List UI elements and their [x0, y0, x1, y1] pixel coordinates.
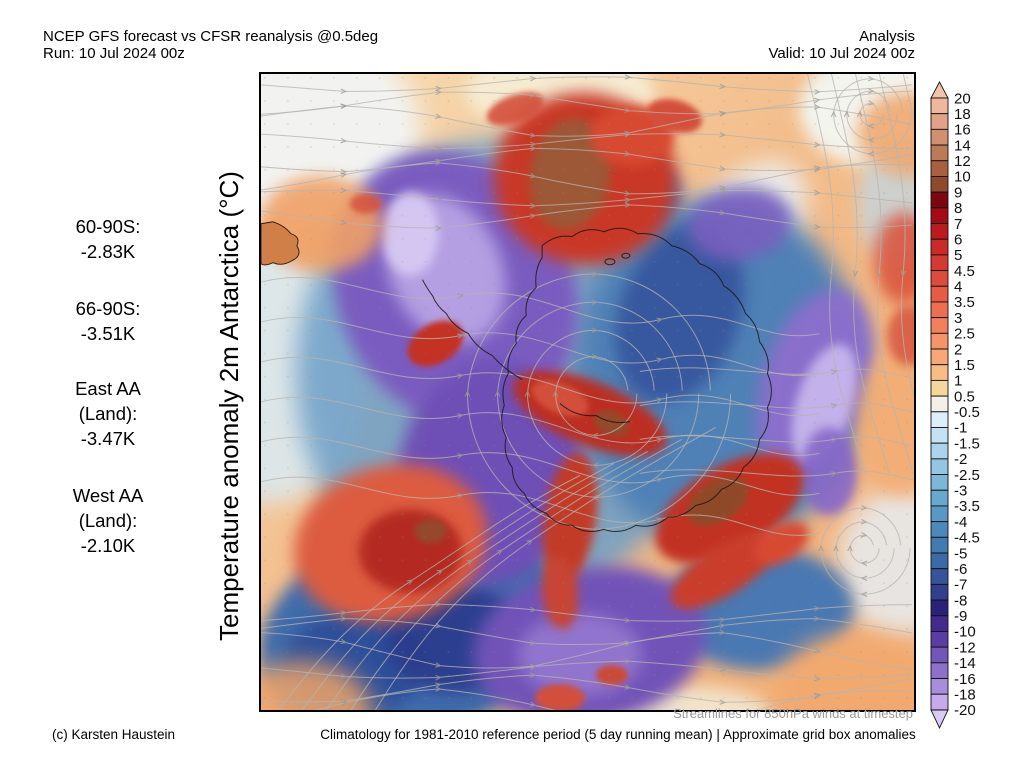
colorbar-bottom-arrow	[930, 709, 949, 730]
colorbar-tick-labels: 201816141210987654.543.532.521.510.5-0.5…	[954, 90, 980, 719]
inner-coast-detail	[559, 403, 630, 424]
svg-text:8: 8	[954, 200, 962, 217]
valid-header: Analysis Valid: 10 Jul 2024 00z	[769, 28, 916, 62]
svg-text:-7: -7	[954, 577, 967, 594]
svg-text:-5: -5	[954, 545, 967, 562]
svg-text:7: 7	[954, 216, 962, 233]
island-outline	[604, 258, 616, 266]
svg-text:4: 4	[954, 279, 962, 296]
svg-text:6: 6	[954, 231, 962, 248]
svg-text:-10: -10	[954, 624, 976, 641]
svg-text:-2.5: -2.5	[954, 467, 980, 484]
analysis-label: Analysis	[859, 28, 915, 45]
svg-text:3: 3	[954, 310, 962, 327]
stat-label: (Land):	[78, 510, 138, 531]
svg-text:18: 18	[954, 106, 971, 123]
stat-label: (Land):	[78, 403, 138, 424]
svg-text:-4: -4	[954, 514, 967, 531]
stat-label: West AA	[72, 485, 144, 506]
svg-text:3.5: 3.5	[954, 294, 975, 311]
colorbar-svg: 201816141210987654.543.532.521.510.5-0.5…	[930, 81, 980, 730]
svg-text:-1: -1	[954, 420, 967, 437]
climatology-note: Climatology for 1981-2010 reference peri…	[320, 727, 916, 742]
credit: (c) Karsten Haustein	[52, 727, 176, 742]
axis-label: Temperature anomaly 2m Antarctica (°C)	[214, 171, 244, 641]
colorbar-segments	[930, 97, 949, 711]
svg-text:20: 20	[954, 90, 971, 107]
svg-text:-6: -6	[954, 561, 967, 578]
svg-text:-1.5: -1.5	[954, 435, 980, 452]
anomaly-map	[259, 72, 916, 712]
title-line: NCEP GFS forecast vs CFSR reanalysis @0.…	[43, 28, 379, 45]
stat-66-90s: 66-90S: -3.51K	[38, 296, 178, 346]
svg-text:-3: -3	[954, 483, 967, 500]
stat-60-90s: 60-90S: -2.83K	[38, 214, 178, 264]
svg-text:2: 2	[954, 341, 962, 358]
stat-value: -2.83K	[80, 241, 136, 262]
colorbar-top-arrow	[930, 81, 949, 99]
valid-label: Valid: 10 Jul 2024 00z	[768, 45, 916, 62]
svg-text:-14: -14	[954, 655, 976, 672]
south-america-tip	[261, 221, 300, 266]
stat-value: -3.51K	[80, 323, 136, 344]
svg-text:-18: -18	[954, 686, 976, 703]
anomaly-map-svg	[261, 74, 914, 710]
svg-text:10: 10	[954, 169, 971, 186]
svg-text:1.5: 1.5	[954, 357, 975, 374]
antarctic-peninsula-coast	[422, 279, 523, 380]
svg-text:14: 14	[954, 137, 971, 154]
stat-value: -2.10K	[80, 535, 136, 556]
svg-text:16: 16	[954, 122, 971, 139]
streamlines-note: Streamlines for 850hPa winds at timestep	[673, 706, 913, 721]
stat-label: 66-90S:	[75, 298, 141, 319]
svg-text:-0.5: -0.5	[954, 404, 980, 421]
svg-text:-4.5: -4.5	[954, 530, 980, 547]
stat-label: 60-90S:	[75, 216, 141, 237]
streamlines-layer	[261, 74, 914, 710]
stat-west-aa: West AA (Land): -2.10K	[38, 483, 178, 558]
svg-text:12: 12	[954, 153, 971, 170]
svg-text:-9: -9	[954, 608, 967, 625]
run-line: Run: 10 Jul 2024 00z	[43, 45, 185, 62]
stat-value: -3.47K	[80, 428, 136, 449]
svg-text:0.5: 0.5	[954, 388, 975, 405]
svg-text:4.5: 4.5	[954, 263, 975, 280]
svg-text:-3.5: -3.5	[954, 498, 980, 515]
svg-text:-16: -16	[954, 671, 976, 688]
svg-text:-20: -20	[954, 702, 976, 719]
stat-east-aa: East AA (Land): -3.47K	[38, 376, 178, 451]
coastline-layer	[422, 227, 772, 533]
svg-text:2.5: 2.5	[954, 326, 975, 343]
colorbar: 20 18 16 14 12 10 9 8 7 6 5 4.5 4 3.5 3 2.5 2 1.5 1 0.5 -0.5…	[925, 76, 1024, 766]
svg-text:5: 5	[954, 247, 962, 264]
svg-text:-8: -8	[954, 592, 967, 609]
stat-label: East AA	[75, 378, 141, 399]
antarctica-coastline	[501, 227, 772, 533]
svg-text:1: 1	[954, 373, 962, 390]
svg-text:-12: -12	[954, 639, 976, 656]
svg-text:-2: -2	[954, 451, 967, 468]
svg-text:9: 9	[954, 184, 962, 201]
run-header: NCEP GFS forecast vs CFSR reanalysis @0.…	[43, 28, 378, 62]
island-outline	[621, 252, 631, 259]
